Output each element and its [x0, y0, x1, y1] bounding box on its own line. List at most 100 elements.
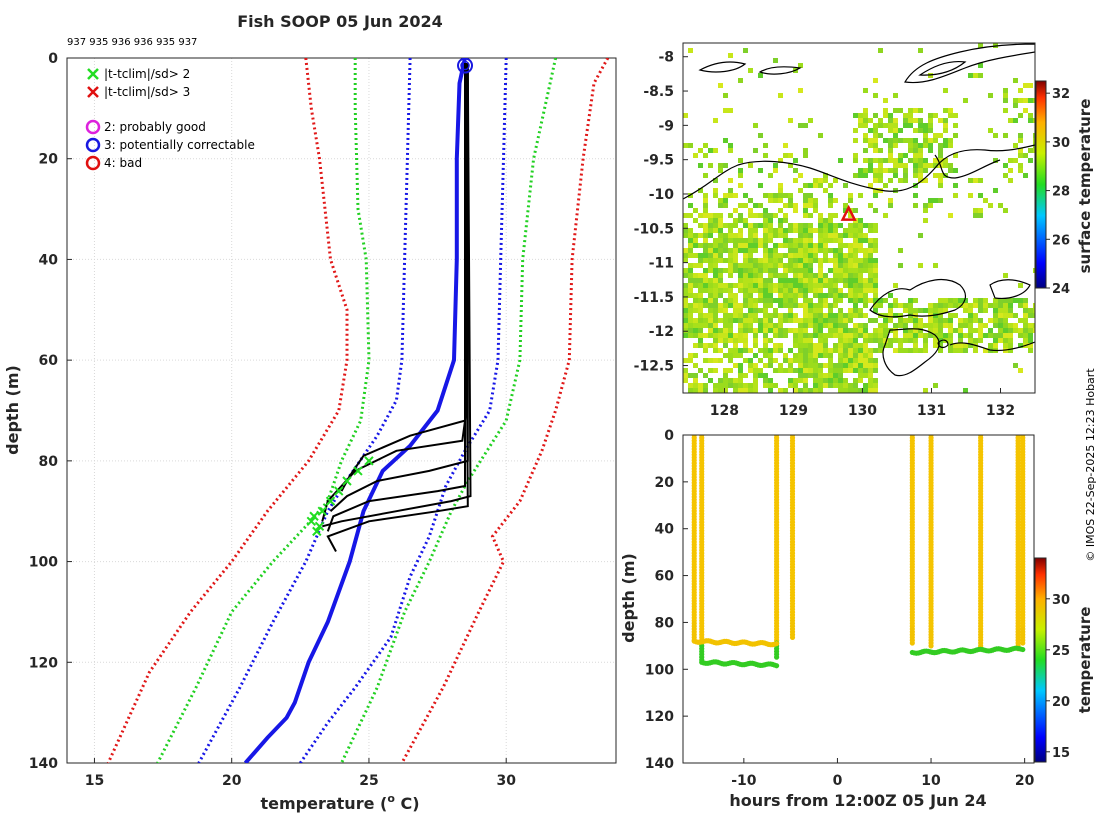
sst-cell — [683, 293, 688, 298]
sst-cell — [853, 353, 858, 358]
sst-cell — [843, 388, 848, 393]
sst-cell — [973, 348, 978, 353]
sst-cell — [748, 248, 753, 253]
sst-cell — [903, 308, 908, 313]
sst-cell — [918, 263, 923, 268]
sst-cell — [753, 203, 758, 208]
sst-cell — [893, 348, 898, 353]
sst-cell — [1008, 323, 1013, 328]
sst-cell — [1013, 328, 1018, 333]
sst-cell — [773, 383, 778, 388]
sst-cell — [743, 338, 748, 343]
sst-cell — [1008, 313, 1013, 318]
sst-cell — [783, 298, 788, 303]
sst-cell — [863, 123, 868, 128]
sst-cell — [848, 333, 853, 338]
sst-cell — [918, 233, 923, 238]
sst-cell — [883, 168, 888, 173]
sst-cell — [698, 233, 703, 238]
sst-cell — [753, 308, 758, 313]
sst-cell — [783, 273, 788, 278]
sst-cell — [778, 363, 783, 368]
sst-cell — [793, 333, 798, 338]
sst-cell — [873, 298, 878, 303]
sst-cell — [758, 263, 763, 268]
sst-cell — [738, 328, 743, 333]
sst-cell — [908, 158, 913, 163]
sst-cell — [718, 228, 723, 233]
sst-cell — [798, 258, 803, 263]
sst-cell — [963, 298, 968, 303]
sst-cell — [993, 298, 998, 303]
sst-cell — [933, 138, 938, 143]
sst-cell — [823, 178, 828, 183]
ts-x-tick-label: -10 — [731, 773, 757, 789]
sst-cell — [858, 298, 863, 303]
sst-cell — [833, 248, 838, 253]
sst-cell — [953, 153, 958, 158]
sst-cell — [938, 328, 943, 333]
sst-cell — [948, 143, 953, 148]
sst-cell — [903, 348, 908, 353]
sst-cell — [738, 168, 743, 173]
sst-cell — [728, 358, 733, 363]
sst-cell — [993, 303, 998, 308]
sst-cell — [728, 223, 733, 228]
ts-y-tick-label: 140 — [645, 756, 674, 772]
sst-cell — [873, 383, 878, 388]
sst-cell — [813, 353, 818, 358]
sst-cell — [688, 48, 693, 53]
sst-cell — [708, 298, 713, 303]
sst-cell — [813, 333, 818, 338]
sst-cell — [873, 178, 878, 183]
sst-cell — [743, 293, 748, 298]
sst-cell — [938, 323, 943, 328]
sst-cell — [698, 288, 703, 293]
sst-cell — [863, 283, 868, 288]
sst-cell — [868, 253, 873, 258]
sst-cell — [938, 158, 943, 163]
sst-cell — [823, 238, 828, 243]
sst-cell — [833, 368, 838, 373]
sst-cell — [718, 303, 723, 308]
sst-cell — [868, 338, 873, 343]
sst-cell — [1033, 308, 1035, 313]
sst-cell — [753, 233, 758, 238]
sst-cell — [773, 298, 778, 303]
sst-cell — [798, 278, 803, 283]
sst-cell — [783, 203, 788, 208]
sst-cell — [783, 268, 788, 273]
sst-cell — [798, 253, 803, 258]
sst-cell — [778, 368, 783, 373]
sst-cell — [803, 273, 808, 278]
sst-cell — [738, 78, 743, 83]
sst-cell — [843, 338, 848, 343]
sst-cell — [818, 248, 823, 253]
sst-cell — [738, 288, 743, 293]
sst-cell — [953, 123, 958, 128]
sst-cell — [708, 243, 713, 248]
sst-cell — [863, 343, 868, 348]
sst-cell — [988, 203, 993, 208]
sst-cell — [708, 368, 713, 373]
sst-cell — [893, 313, 898, 318]
sst-cell — [848, 233, 853, 238]
sst-cell — [748, 268, 753, 273]
sst-cell — [1018, 283, 1023, 288]
sst-cell — [723, 163, 728, 168]
sst-cell — [698, 258, 703, 263]
sst-cell — [838, 248, 843, 253]
sst-cell — [828, 348, 833, 353]
sst-cell — [788, 378, 793, 383]
profile-x-ticks: 15 20 25 30 — [85, 758, 516, 789]
sst-cell — [943, 118, 948, 123]
sst-cell — [713, 228, 718, 233]
sst-cell — [948, 318, 953, 323]
sst-cell — [993, 313, 998, 318]
sst-cell — [713, 293, 718, 298]
sst-cell — [1023, 333, 1028, 338]
sst-cell — [748, 388, 753, 393]
sst-cell — [768, 298, 773, 303]
sst-cell — [808, 273, 813, 278]
sst-cell — [753, 338, 758, 343]
